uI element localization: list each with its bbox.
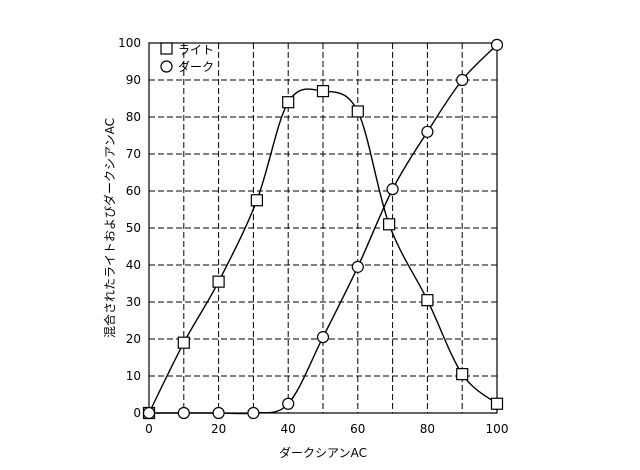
x-tick-label: 60 bbox=[350, 422, 365, 436]
y-tick-label: 50 bbox=[126, 221, 141, 235]
data-point-light bbox=[421, 294, 434, 307]
legend: ライト ダーク bbox=[160, 42, 214, 74]
data-point-dark bbox=[316, 331, 330, 344]
data-point-light bbox=[490, 397, 504, 410]
plot-frame bbox=[148, 42, 498, 414]
y-axis-title: 混合されたライトおよびダークシアンAC bbox=[102, 118, 117, 338]
y-tick-label: 10 bbox=[126, 369, 141, 383]
legend-label-dark: ダーク bbox=[178, 59, 214, 74]
grid-lines bbox=[149, 43, 497, 413]
data-point-dark bbox=[456, 73, 469, 87]
data-point-dark bbox=[177, 406, 190, 420]
data-point-light bbox=[177, 336, 190, 349]
y-tick-label: 20 bbox=[126, 332, 141, 346]
data-point-dark bbox=[142, 406, 156, 420]
x-tick-label: 0 bbox=[145, 422, 153, 436]
data-point-light bbox=[250, 194, 263, 207]
tick-labels: 0 20 40 60 80 100 0 10 20 30 40 50 60 70 80 90 100 bbox=[118, 36, 508, 436]
circle-marker-icon bbox=[160, 60, 173, 73]
x-axis-title: ダークシアンAC bbox=[279, 445, 367, 460]
x-tick-label: 40 bbox=[281, 422, 296, 436]
data-point-light bbox=[212, 275, 225, 288]
y-tick-label: 30 bbox=[126, 295, 141, 309]
legend-label-light: ライト bbox=[178, 43, 214, 57]
y-tick-label: 80 bbox=[126, 110, 141, 124]
data-point-dark bbox=[421, 125, 434, 138]
data-point-dark bbox=[282, 397, 295, 410]
y-tick-label: 90 bbox=[126, 73, 141, 87]
data-point-dark bbox=[247, 406, 260, 420]
data-point-light bbox=[456, 368, 469, 381]
y-tick-label: 60 bbox=[126, 184, 141, 198]
data-point-light bbox=[282, 96, 295, 109]
legend-item-dark: ダーク bbox=[160, 59, 214, 74]
square-marker-icon bbox=[160, 42, 173, 55]
y-tick-label: 0 bbox=[133, 406, 141, 420]
data-point-dark bbox=[386, 183, 399, 196]
y-tick-label: 70 bbox=[126, 147, 141, 161]
x-tick-label: 20 bbox=[211, 422, 226, 436]
data-point-light bbox=[351, 105, 364, 118]
data-markers bbox=[142, 38, 504, 420]
data-point-dark bbox=[490, 38, 504, 51]
x-tick-label: 100 bbox=[486, 422, 509, 436]
y-tick-label: 100 bbox=[118, 36, 141, 50]
y-tick-label: 40 bbox=[126, 258, 141, 272]
legend-item-light: ライト bbox=[160, 42, 214, 57]
data-point-dark bbox=[351, 260, 364, 273]
x-tick-label: 80 bbox=[420, 422, 435, 436]
data-point-light bbox=[383, 218, 396, 231]
data-point-dark bbox=[212, 406, 225, 420]
data-point-light bbox=[316, 84, 330, 98]
